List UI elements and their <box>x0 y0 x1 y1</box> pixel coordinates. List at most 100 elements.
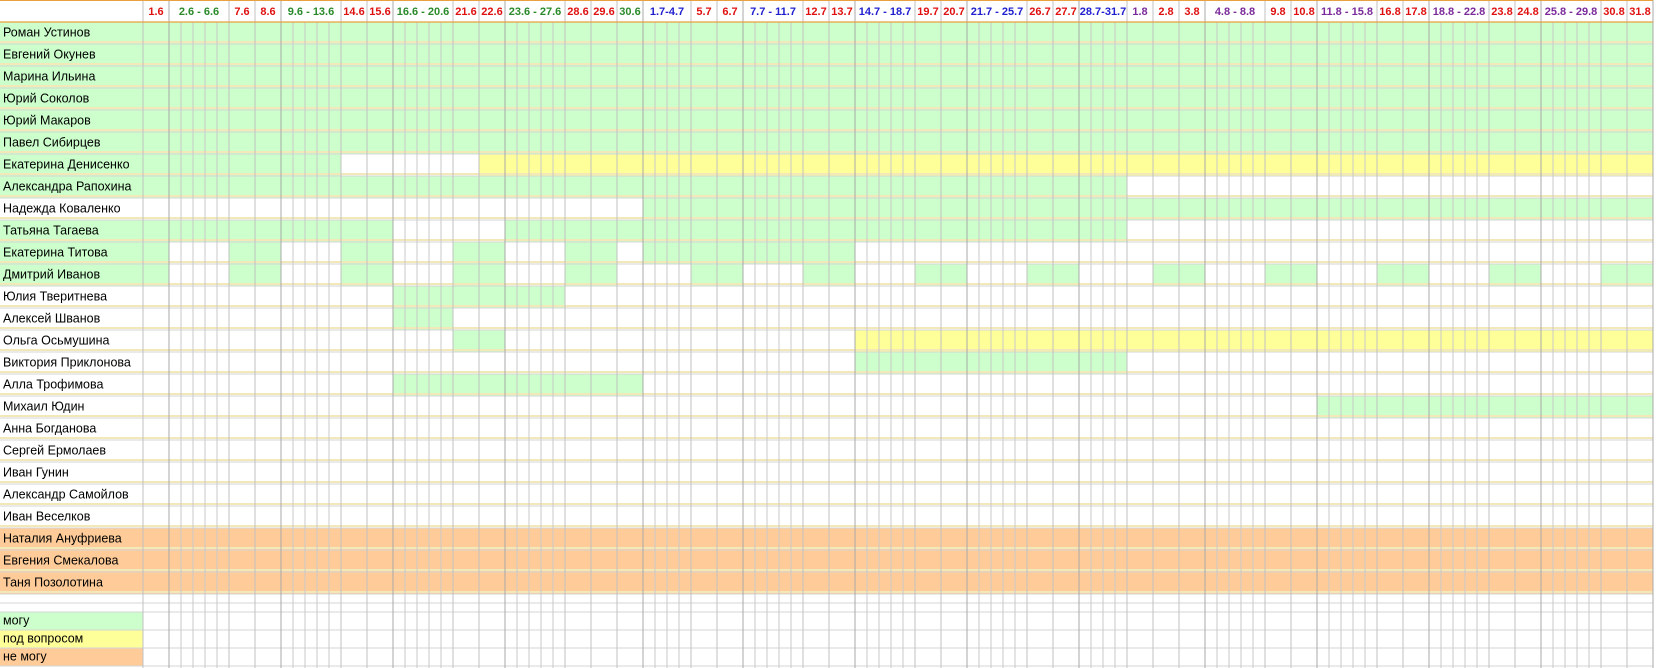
cell <box>479 66 505 88</box>
cell <box>855 176 915 198</box>
cell <box>565 132 591 154</box>
cell <box>803 264 829 286</box>
person-name: Иван Гунин <box>3 465 69 479</box>
cell <box>367 88 393 110</box>
cell <box>1153 88 1179 110</box>
cell <box>855 88 915 110</box>
person-name: Марина Ильина <box>3 69 95 83</box>
cell <box>967 44 1027 66</box>
cell <box>803 22 829 44</box>
cell <box>1265 330 1291 352</box>
legend-label: под вопросом <box>3 631 83 645</box>
cell <box>717 528 743 550</box>
date-header: 30.8 <box>1603 6 1624 18</box>
cell <box>1627 22 1653 44</box>
person-name: Екатерина Титова <box>3 245 108 259</box>
cell <box>1127 132 1153 154</box>
cell <box>367 66 393 88</box>
cell <box>803 44 829 66</box>
cell <box>143 242 169 264</box>
legend-label: могу <box>3 613 30 627</box>
cell <box>855 132 915 154</box>
date-header: 21.6 <box>455 6 476 18</box>
cell <box>565 154 591 176</box>
name-cell <box>0 66 143 88</box>
cell <box>341 176 367 198</box>
cell <box>255 88 281 110</box>
date-header: 7.6 <box>234 6 249 18</box>
cell <box>1377 110 1403 132</box>
cell <box>967 154 1027 176</box>
cell <box>1205 88 1265 110</box>
person-name: Виктория Приклонова <box>3 355 131 369</box>
cell <box>1291 198 1317 220</box>
cell <box>453 88 479 110</box>
cell <box>565 176 591 198</box>
cell <box>1403 154 1429 176</box>
date-header: 25.8 - 29.8 <box>1545 6 1598 18</box>
cell <box>691 176 717 198</box>
cell <box>1205 22 1265 44</box>
date-header: 23.8 <box>1491 6 1512 18</box>
cell <box>1627 198 1653 220</box>
date-header: 18.8 - 22.8 <box>1433 6 1486 18</box>
cell <box>855 330 915 352</box>
cell <box>1489 572 1515 594</box>
cell <box>1403 44 1429 66</box>
cell <box>453 176 479 198</box>
cell <box>717 132 743 154</box>
cell <box>829 110 855 132</box>
cell <box>1179 44 1205 66</box>
name-cell <box>0 242 143 264</box>
cell <box>1489 198 1515 220</box>
person-name: Алла Трофимова <box>3 377 103 391</box>
date-header: 3.8 <box>1184 6 1199 18</box>
cell <box>169 528 229 550</box>
cell <box>717 66 743 88</box>
cell <box>803 66 829 88</box>
person-name: Анна Богданова <box>3 421 96 435</box>
cell <box>367 44 393 66</box>
cell <box>169 132 229 154</box>
cell <box>717 550 743 572</box>
cell <box>1541 550 1601 572</box>
cell <box>1317 22 1377 44</box>
cell <box>479 44 505 66</box>
cell <box>1291 22 1317 44</box>
cell <box>1179 572 1205 594</box>
cell <box>1627 264 1653 286</box>
cell <box>1429 22 1489 44</box>
cell <box>1489 44 1515 66</box>
cell <box>617 220 643 242</box>
cell <box>255 22 281 44</box>
date-header: 24.8 <box>1517 6 1538 18</box>
cell <box>967 110 1027 132</box>
cell <box>393 176 453 198</box>
cell <box>803 176 829 198</box>
cell <box>1377 44 1403 66</box>
cell <box>393 110 453 132</box>
cell <box>1377 396 1403 418</box>
cell <box>367 22 393 44</box>
cell <box>341 66 367 88</box>
person-name: Александр Самойлов <box>3 487 129 501</box>
cell <box>453 22 479 44</box>
cell <box>1053 22 1079 44</box>
cell <box>591 264 617 286</box>
cell <box>281 572 341 594</box>
cell <box>617 22 643 44</box>
cell <box>915 176 941 198</box>
cell <box>1601 330 1627 352</box>
cell <box>691 242 717 264</box>
cell <box>1601 66 1627 88</box>
cell <box>367 264 393 286</box>
cell <box>591 220 617 242</box>
person-name: Наталия Ануфриева <box>3 531 122 545</box>
cell <box>829 44 855 66</box>
cell <box>941 572 967 594</box>
cell <box>743 550 803 572</box>
cell <box>505 220 565 242</box>
cell <box>855 198 915 220</box>
cell <box>479 176 505 198</box>
cell <box>829 176 855 198</box>
